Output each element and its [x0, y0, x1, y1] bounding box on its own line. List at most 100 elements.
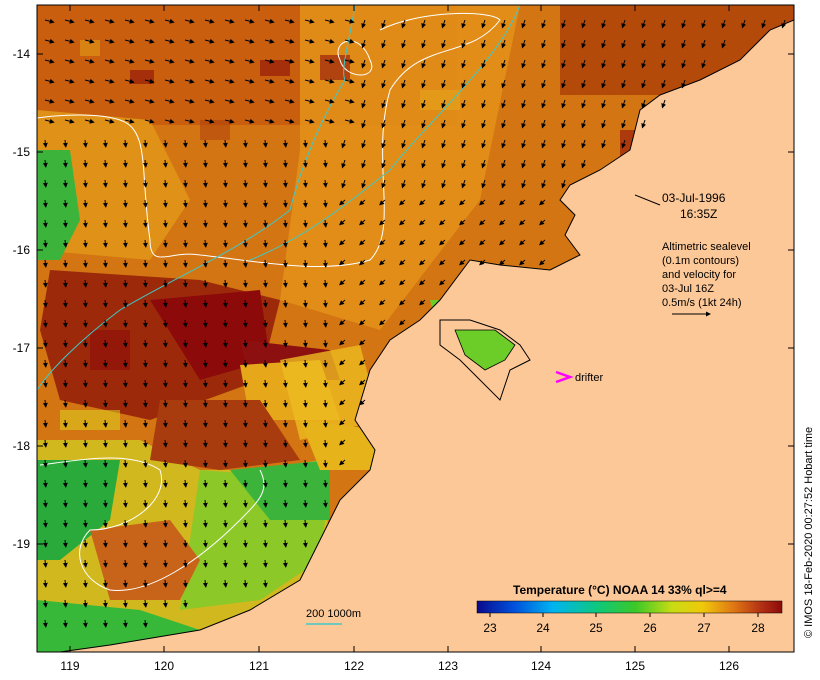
velocity-arrow	[62, 399, 68, 408]
velocity-arrow	[222, 159, 228, 168]
velocity-arrow	[82, 139, 88, 148]
velocity-arrow	[44, 118, 55, 124]
velocity-arrow	[339, 199, 346, 206]
velocity-arrow	[82, 399, 88, 408]
longitude-axis: 119 120 121 122 123 124 125 126	[60, 5, 739, 673]
velocity-arrow	[42, 579, 48, 588]
velocity-arrow	[242, 359, 248, 368]
velocity-arrow	[322, 399, 328, 408]
velocity-arrow	[202, 379, 208, 388]
velocity-arrow	[581, 59, 587, 69]
velocity-arrow	[322, 319, 328, 328]
velocity-arrow	[322, 339, 328, 348]
velocity-arrow	[64, 78, 75, 84]
velocity-arrow	[302, 539, 308, 548]
velocity-arrow	[124, 98, 135, 104]
velocity-arrow	[641, 119, 647, 129]
velocity-arrow	[521, 119, 527, 129]
lat-tick-label: -17	[13, 341, 31, 355]
velocity-arrow	[601, 39, 607, 49]
velocity-arrow	[204, 98, 215, 104]
velocity-arrow	[262, 579, 268, 588]
lon-tick-label: 120	[154, 659, 174, 673]
velocity-arrow	[419, 239, 426, 246]
velocity-arrow	[501, 139, 507, 149]
velocity-arrow	[122, 439, 128, 448]
velocity-arrow	[82, 619, 88, 628]
velocity-arrow	[262, 139, 268, 148]
velocity-arrow	[44, 58, 55, 64]
velocity-arrow	[282, 139, 288, 148]
velocity-arrow	[302, 399, 308, 408]
velocity-arrow	[64, 18, 75, 24]
velocity-arrow	[182, 359, 188, 368]
velocity-arrow	[399, 259, 406, 266]
velocity-arrow	[142, 479, 148, 488]
velocity-arrow	[144, 118, 155, 124]
velocity-arrow	[302, 319, 308, 328]
velocity-arrow	[282, 339, 288, 348]
velocity-arrow	[324, 18, 335, 24]
velocity-arrow	[82, 379, 88, 388]
velocity-arrow	[82, 159, 88, 168]
velocity-arrow	[62, 259, 68, 268]
velocity-arrow	[322, 279, 328, 288]
velocity-arrow	[182, 139, 188, 148]
velocity-arrow	[344, 58, 355, 64]
velocity-arrow	[82, 419, 88, 428]
velocity-arrow	[324, 98, 335, 104]
velocity-arrow	[102, 519, 108, 528]
velocity-arrow	[182, 499, 188, 508]
velocity-arrow	[324, 78, 335, 84]
velocity-arrow	[122, 139, 128, 148]
velocity-arrow	[62, 159, 68, 168]
velocity-arrow	[439, 199, 446, 206]
lon-tick-label: 123	[438, 659, 458, 673]
velocity-arrow	[204, 38, 215, 44]
velocity-arrow	[104, 118, 115, 124]
velocity-arrow	[601, 79, 607, 89]
velocity-arrow	[641, 99, 647, 109]
velocity-arrow	[44, 98, 55, 104]
velocity-arrow	[361, 19, 367, 29]
velocity-arrow	[224, 38, 235, 44]
velocity-arrow	[104, 18, 115, 24]
velocity-arrow	[82, 259, 88, 268]
velocity-arrow	[122, 279, 128, 288]
velocity-arrow	[381, 39, 387, 49]
velocity-arrow	[359, 299, 366, 306]
velocity-arrow	[242, 279, 248, 288]
velocity-arrow	[501, 79, 507, 89]
velocity-arrow	[282, 219, 288, 228]
velocity-arrow	[439, 219, 446, 226]
velocity-arrow	[421, 179, 427, 189]
velocity-arrow	[581, 79, 587, 89]
velocity-arrow	[419, 199, 426, 206]
colorbar-tick-label: 27	[697, 621, 711, 635]
velocity-arrow	[222, 239, 228, 248]
velocity-arrow	[661, 99, 667, 109]
velocity-arrow	[379, 299, 386, 306]
velocity-arrow	[222, 219, 228, 228]
velocity-arrow	[481, 159, 487, 169]
velocity-arrow	[142, 379, 148, 388]
velocity-arrow	[379, 259, 386, 266]
velocity-arrow	[62, 539, 68, 548]
velocity-arrow	[122, 199, 128, 208]
velocity-arrow	[262, 559, 268, 568]
velocity-arrow	[419, 279, 426, 286]
velocity-arrow	[262, 219, 268, 228]
velocity-arrow	[62, 239, 68, 248]
velocity-arrow	[202, 339, 208, 348]
velocity-arrow	[122, 419, 128, 428]
velocity-arrow	[182, 599, 188, 608]
velocity-arrow	[144, 18, 155, 24]
velocity-arrow	[302, 179, 308, 188]
velocity-arrow	[359, 359, 366, 366]
velocity-arrow	[641, 59, 647, 69]
velocity-arrow	[122, 579, 128, 588]
velocity-arrow	[322, 479, 328, 488]
velocity-arrow	[162, 419, 168, 428]
velocity-arrow	[122, 299, 128, 308]
velocity-arrow	[439, 259, 446, 266]
